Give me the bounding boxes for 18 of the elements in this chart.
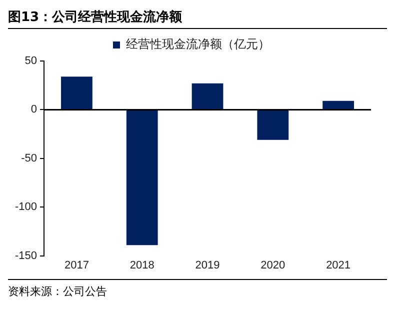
y-tick-label: -50 — [21, 152, 38, 164]
y-tick-label: -100 — [14, 201, 38, 214]
bar — [322, 100, 354, 110]
y-tick-label: -150 — [14, 250, 38, 262]
legend-label: 经营性现金流净额（亿元） — [126, 37, 270, 52]
x-tick-label: 2017 — [64, 259, 89, 272]
x-tick-label: 2020 — [260, 259, 286, 272]
x-tick-label: 2018 — [130, 259, 154, 272]
y-tick-label: 0 — [30, 104, 38, 116]
bar — [257, 110, 289, 140]
y-tick-label: 50 — [24, 55, 38, 68]
bar — [192, 83, 224, 110]
x-tick-label: 2019 — [195, 259, 220, 272]
text: 资料来源：公司公告 — [8, 279, 387, 299]
chart-title: 图13：公司经营性现金流净额 — [8, 8, 387, 29]
bar — [61, 76, 92, 110]
x-tick-label: 2021 — [326, 259, 351, 272]
bar — [126, 110, 158, 246]
